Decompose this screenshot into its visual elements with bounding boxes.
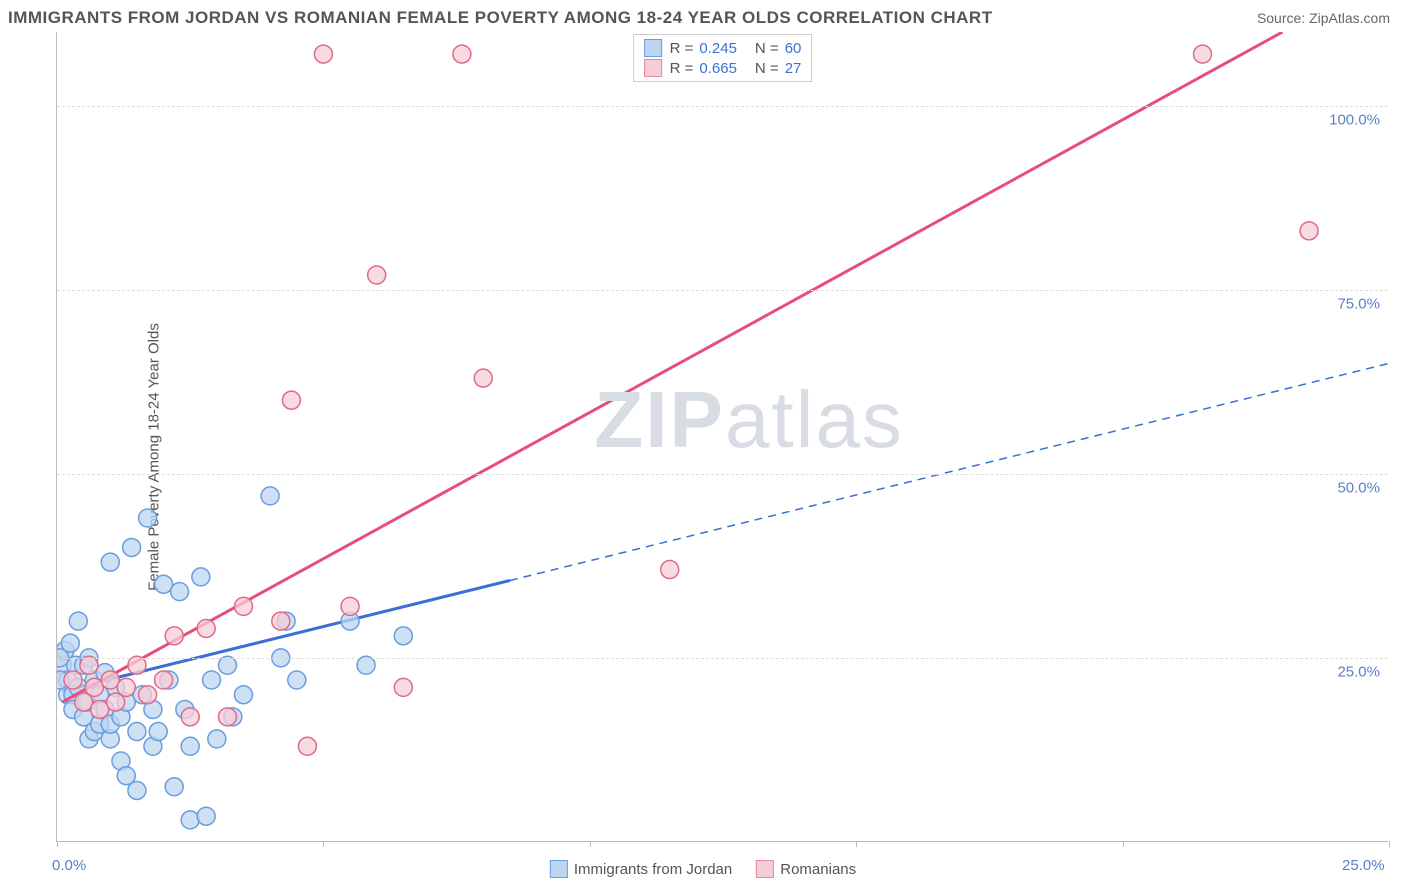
data-point (139, 686, 157, 704)
plot-svg (57, 32, 1389, 842)
y-tick-label: 50.0% (1337, 479, 1380, 496)
data-point (341, 597, 359, 615)
legend-swatch (756, 860, 774, 878)
x-tick (590, 841, 591, 847)
data-point (128, 781, 146, 799)
data-point (288, 671, 306, 689)
data-point (394, 627, 412, 645)
data-point (218, 656, 236, 674)
data-point (234, 686, 252, 704)
legend-item: Romanians (756, 860, 856, 878)
data-point (661, 561, 679, 579)
x-tick (1389, 841, 1390, 847)
data-point (357, 656, 375, 674)
plot-area: ZIPatlas R = 0.245 N = 60 R = 0.665 N = … (56, 32, 1388, 842)
data-point (155, 671, 173, 689)
data-point (128, 656, 146, 674)
data-point (234, 597, 252, 615)
data-point (64, 671, 82, 689)
series-legend: Immigrants from Jordan Romanians (542, 860, 864, 878)
x-tick (856, 841, 857, 847)
x-tick (57, 841, 58, 847)
legend-swatch (644, 59, 662, 77)
data-point (149, 723, 167, 741)
gridline (57, 290, 1388, 291)
legend-row: R = 0.665 N = 27 (644, 59, 802, 77)
data-point (314, 45, 332, 63)
legend-swatch (550, 860, 568, 878)
x-axis-label-left: 0.0% (52, 857, 86, 874)
y-tick-label: 100.0% (1329, 111, 1380, 128)
data-point (181, 708, 199, 726)
legend-swatch (644, 39, 662, 57)
x-tick (323, 841, 324, 847)
data-point (282, 391, 300, 409)
gridline (57, 474, 1388, 475)
data-point (192, 568, 210, 586)
data-point (139, 509, 157, 527)
data-point (203, 671, 221, 689)
data-point (453, 45, 471, 63)
y-tick-label: 75.0% (1337, 295, 1380, 312)
data-point (197, 619, 215, 637)
legend-item: Immigrants from Jordan (550, 860, 732, 878)
data-point (197, 807, 215, 825)
data-point (261, 487, 279, 505)
x-tick (1123, 841, 1124, 847)
data-point (117, 678, 135, 696)
gridline (57, 106, 1388, 107)
data-point (1194, 45, 1212, 63)
data-point (272, 612, 290, 630)
data-point (123, 538, 141, 556)
data-point (208, 730, 226, 748)
data-point (80, 656, 98, 674)
data-point (165, 627, 183, 645)
y-tick-label: 25.0% (1337, 663, 1380, 680)
data-point (368, 266, 386, 284)
legend-row: R = 0.245 N = 60 (644, 39, 802, 57)
data-point (218, 708, 236, 726)
data-point (101, 553, 119, 571)
data-point (165, 778, 183, 796)
data-point (181, 811, 199, 829)
data-point (474, 369, 492, 387)
data-point (128, 723, 146, 741)
correlation-legend: R = 0.245 N = 60 R = 0.665 N = 27 (633, 34, 813, 82)
data-point (171, 583, 189, 601)
chart-header: IMMIGRANTS FROM JORDAN VS ROMANIAN FEMAL… (0, 0, 1406, 32)
x-axis-label-right: 25.0% (1342, 857, 1385, 874)
data-point (1300, 222, 1318, 240)
chart-source: Source: ZipAtlas.com (1257, 10, 1390, 26)
data-point (298, 737, 316, 755)
chart-title: IMMIGRANTS FROM JORDAN VS ROMANIAN FEMAL… (8, 8, 993, 28)
gridline (57, 658, 1388, 659)
data-point (69, 612, 87, 630)
data-point (181, 737, 199, 755)
data-point (394, 678, 412, 696)
chart-container: Female Poverty Among 18-24 Year Olds ZIP… (8, 32, 1398, 882)
